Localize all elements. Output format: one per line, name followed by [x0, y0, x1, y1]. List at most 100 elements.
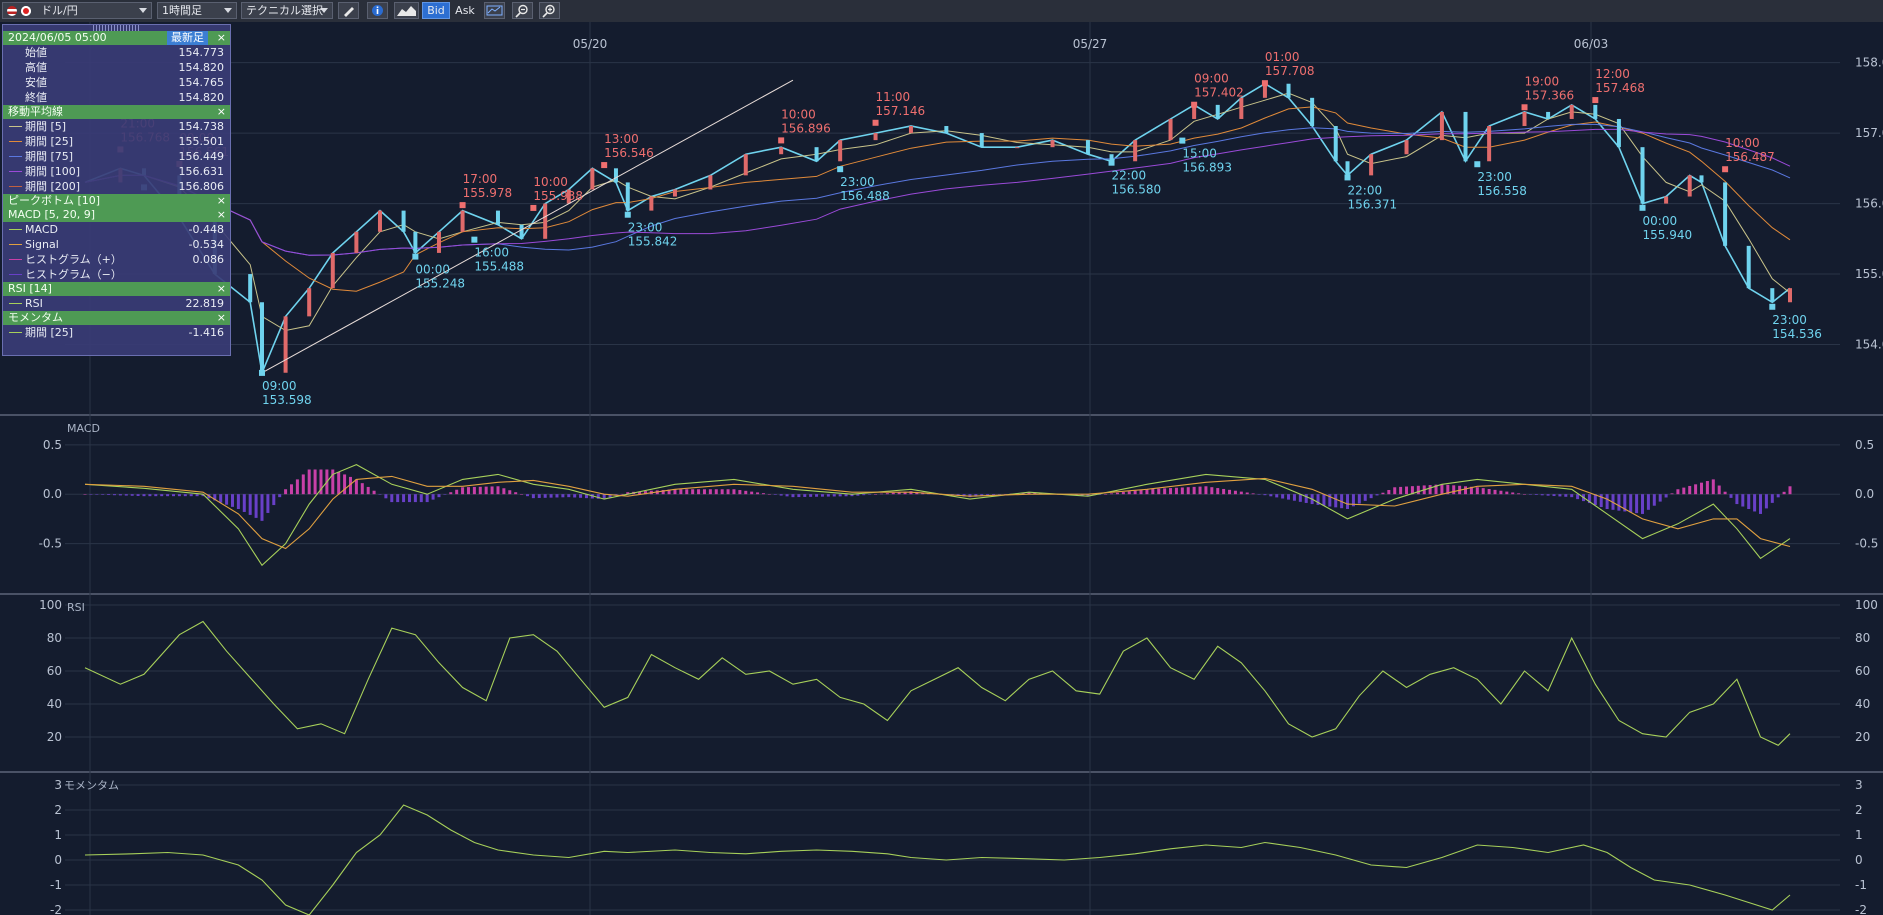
candle — [401, 210, 406, 232]
panel-drag-handle[interactable] — [93, 25, 140, 31]
close-icon[interactable]: × — [216, 31, 226, 44]
latest-bar-button[interactable]: 最新足 — [167, 31, 208, 45]
histogram-bar — [130, 494, 134, 496]
close-icon[interactable]: × — [216, 282, 226, 295]
candle — [1522, 111, 1527, 127]
bid-button[interactable]: Bid — [422, 2, 450, 19]
info-row-label: 高値 — [25, 61, 47, 74]
series-swatch — [9, 156, 22, 157]
bottom-marker — [1344, 174, 1351, 181]
histogram-bar — [331, 469, 335, 495]
info-icon — [372, 5, 383, 16]
x-tick-label: 05/20 — [573, 37, 608, 51]
histogram-bar — [1381, 492, 1385, 495]
peak-marker — [778, 137, 785, 144]
candle — [1664, 196, 1669, 204]
candle — [590, 168, 595, 190]
info-row-value: 154.765 — [178, 76, 225, 89]
bottom-marker — [1769, 303, 1776, 310]
bottom-time-label: 00:00 — [1643, 214, 1678, 228]
bottom-marker — [624, 211, 631, 218]
info-row-label: 安値 — [25, 76, 47, 89]
bottom-marker — [258, 369, 265, 376]
peak-marker — [872, 119, 879, 126]
histogram-bar — [791, 494, 795, 498]
candle — [1788, 288, 1792, 303]
histogram-bar — [1281, 494, 1285, 499]
info-button[interactable] — [367, 2, 388, 19]
histogram-bar — [667, 489, 671, 495]
histogram-bar — [726, 489, 730, 495]
panel-title: MACD — [67, 422, 100, 435]
zoom-out-button[interactable] — [512, 2, 533, 19]
series-line — [84, 804, 1791, 915]
histogram-bar — [1210, 487, 1214, 495]
rsi-header-label: RSI [14] — [8, 282, 52, 295]
y-tick-label-left: 80 — [47, 631, 62, 645]
chart-area[interactable]: 158.00 157.00 156.00 155.00 154.00 05/20 05/27… — [0, 22, 1883, 915]
y-tick-label-left: -0.5 — [39, 537, 62, 551]
series-swatch — [9, 259, 22, 260]
histogram-bar — [171, 494, 175, 497]
peak-time-label: 12:00 — [1595, 67, 1630, 81]
candle — [672, 189, 677, 197]
histogram-bar — [431, 494, 435, 500]
bottom-time-label: 15:00 — [1182, 147, 1217, 161]
histogram-bar — [242, 494, 246, 512]
histogram-bar — [1440, 484, 1444, 495]
candle — [1640, 147, 1645, 204]
rsi-section-header: RSI [14] × — [3, 282, 230, 296]
peak-marker — [1592, 97, 1599, 104]
histogram-bar — [1375, 494, 1379, 496]
histogram-bar — [1446, 484, 1450, 495]
histogram-bar — [897, 492, 901, 495]
close-icon[interactable]: × — [216, 105, 226, 118]
close-icon[interactable]: × — [216, 194, 226, 207]
peak-value-label: 157.146 — [876, 104, 926, 118]
trendline — [261, 79, 794, 374]
peak-time-label: 10:00 — [533, 175, 568, 189]
draw-pen-button[interactable] — [338, 2, 359, 19]
info-row-value: -0.534 — [188, 238, 224, 251]
candle — [1109, 154, 1114, 162]
indicator-button[interactable] — [484, 2, 505, 19]
zoom-in-button[interactable] — [539, 2, 560, 19]
chart-type-button[interactable] — [394, 2, 419, 19]
histogram-bar — [596, 494, 600, 499]
histogram-bar — [543, 494, 547, 498]
candle — [708, 175, 713, 190]
histogram-bar — [201, 494, 205, 497]
histogram-bar — [1304, 494, 1308, 503]
histogram-bar — [236, 494, 240, 509]
info-row: Signal -0.534 — [3, 237, 230, 252]
histogram-bar — [1233, 490, 1237, 495]
histogram-bar — [608, 494, 612, 498]
moving-average-line — [84, 106, 1791, 292]
x-tick-label: 05/27 — [1073, 37, 1108, 51]
series-swatch — [9, 303, 22, 304]
technical-select-label: テクニカル選択 — [246, 4, 323, 17]
histogram-bar — [1428, 485, 1432, 495]
y-tick-label-left: -2 — [50, 903, 62, 915]
currency-pair-select[interactable]: ドル/円 — [2, 2, 152, 19]
histogram-bar — [189, 494, 193, 497]
histogram-bar — [1688, 485, 1692, 495]
bottom-marker — [412, 253, 419, 260]
technical-select[interactable]: テクニカル選択 — [241, 2, 333, 19]
info-panel[interactable]: 2024/06/05 05:00 最新足 × 始値 154.773 高値 154.82… — [2, 24, 231, 356]
macd-section-header: MACD [5, 20, 9] × — [3, 208, 230, 222]
candle — [1310, 97, 1315, 127]
histogram-bar — [1776, 494, 1780, 498]
y-tick-label-left: 0 — [54, 853, 62, 867]
histogram-bar — [1605, 494, 1609, 509]
histogram-bar — [1599, 494, 1603, 508]
histogram-bar — [1228, 489, 1232, 495]
close-icon[interactable]: × — [216, 311, 226, 324]
close-icon[interactable]: × — [216, 208, 226, 221]
y-tick-label: -1 — [1855, 878, 1867, 892]
timeframe-select[interactable]: 1時間足 — [157, 2, 237, 19]
ask-button[interactable]: Ask — [452, 2, 478, 19]
histogram-bar — [360, 483, 364, 495]
histogram-bar — [472, 486, 476, 495]
histogram-bar — [1511, 492, 1515, 495]
